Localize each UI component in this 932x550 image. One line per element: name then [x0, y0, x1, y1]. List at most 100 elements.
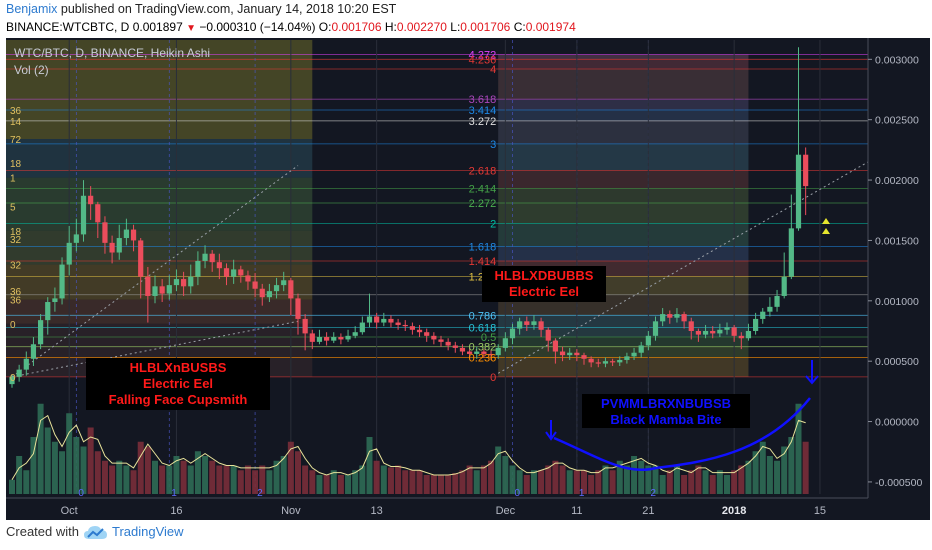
left-fib-label: 36 [10, 287, 22, 298]
cycle-marker-label: 1 [579, 488, 585, 499]
volume-bar [645, 465, 652, 494]
fib-label: 2.414 [469, 184, 497, 196]
volume-bar [409, 470, 416, 494]
candle-body [395, 322, 401, 325]
candle-body [38, 320, 44, 345]
volume-bar [752, 451, 759, 494]
candle-body [717, 329, 723, 334]
volume-bar [523, 475, 530, 494]
candle-body [252, 281, 258, 289]
candle-body [631, 352, 637, 357]
price-tick-label: 0.001500 [875, 235, 919, 247]
volume-bar [144, 446, 151, 494]
volume-bar [244, 465, 251, 494]
up-arrow-icon [822, 218, 830, 224]
volume-bar [438, 475, 444, 494]
left-fib-label: 0 [10, 320, 16, 331]
candle-body [538, 321, 544, 330]
price-tick-label: 0.003000 [875, 54, 919, 66]
candle [574, 349, 580, 362]
fib-label: 0.5 [481, 332, 496, 344]
volume-bars [9, 403, 809, 494]
candle-body [238, 269, 244, 276]
candle [660, 308, 666, 327]
candle-body [574, 352, 580, 356]
candle-body [431, 335, 437, 340]
candle-body [545, 329, 551, 341]
fib-label: 4.236 [469, 54, 497, 66]
candle-body [674, 314, 680, 318]
volume-bar [623, 465, 630, 494]
volume-bar [681, 475, 688, 494]
candle-body [388, 318, 394, 323]
candle-body [152, 286, 158, 296]
volume-bar [73, 437, 80, 494]
volume-bar [259, 465, 266, 494]
volume-bar [194, 451, 201, 494]
candle-body [567, 352, 573, 356]
candle-body [660, 314, 666, 322]
volume-bar [766, 456, 773, 494]
chart-title: WTC/BTC, D, BINANCE, Heikin Ashi [14, 46, 210, 60]
volume-bar [380, 465, 387, 494]
volume-bar [287, 441, 294, 494]
candle-body [638, 345, 644, 353]
author-link[interactable]: Benjamix [6, 2, 58, 16]
candle [724, 322, 730, 335]
volume-bar [223, 465, 230, 494]
cycle-marker-label: 2 [257, 488, 263, 499]
left-fib-band [6, 299, 313, 324]
candle-body [695, 330, 701, 335]
volume-bar [373, 460, 380, 494]
candle [173, 269, 180, 292]
chart-area[interactable]: 4.272 4.236 4 3.618 3.414 3.272 3 2.618 2.414 2.2… [6, 38, 930, 520]
candle [531, 315, 537, 330]
candle [795, 47, 802, 231]
volume-bar [137, 441, 144, 494]
volume-bar [187, 465, 194, 494]
candle [166, 275, 172, 300]
up-arrow-icon [822, 228, 830, 234]
volume-bar [588, 475, 595, 494]
volume-bar [595, 470, 602, 494]
annotation-text: Electric Eel [143, 376, 213, 391]
candle [545, 327, 551, 352]
candle [452, 341, 458, 353]
volume-bar [530, 470, 537, 494]
candle-body [102, 222, 108, 243]
tradingview-link[interactable]: TradingView [112, 524, 184, 539]
volume-bar [738, 465, 745, 494]
volume-bar [545, 465, 552, 494]
volume-bar [116, 460, 123, 494]
candle [38, 314, 44, 350]
volume-bar [230, 465, 237, 494]
candle [145, 267, 151, 323]
candle [438, 335, 444, 347]
mamba-curve [553, 397, 811, 472]
left-fib-label: 32 [10, 261, 22, 272]
candle-body [45, 302, 51, 321]
candle [688, 317, 694, 340]
candle-body [688, 321, 694, 331]
candle-body [109, 242, 115, 253]
volume-bar [688, 470, 695, 494]
volume-bar [130, 470, 137, 494]
fib-label: 3.272 [469, 116, 497, 128]
candle [481, 349, 487, 358]
candle-body [173, 279, 180, 286]
candle-body [617, 359, 623, 363]
left-fib-band [6, 40, 313, 140]
volume-bar [202, 456, 209, 494]
candle [738, 332, 744, 350]
candle [138, 238, 144, 299]
volume-bar [781, 446, 788, 494]
candle-body [767, 306, 773, 312]
candle-body [273, 285, 280, 292]
candle [223, 263, 230, 286]
candle [59, 257, 65, 305]
fib-label: 1.618 [469, 241, 497, 253]
created-with-label: Created with [6, 524, 79, 539]
volume-bar [395, 465, 402, 494]
volume-bar [459, 470, 466, 494]
